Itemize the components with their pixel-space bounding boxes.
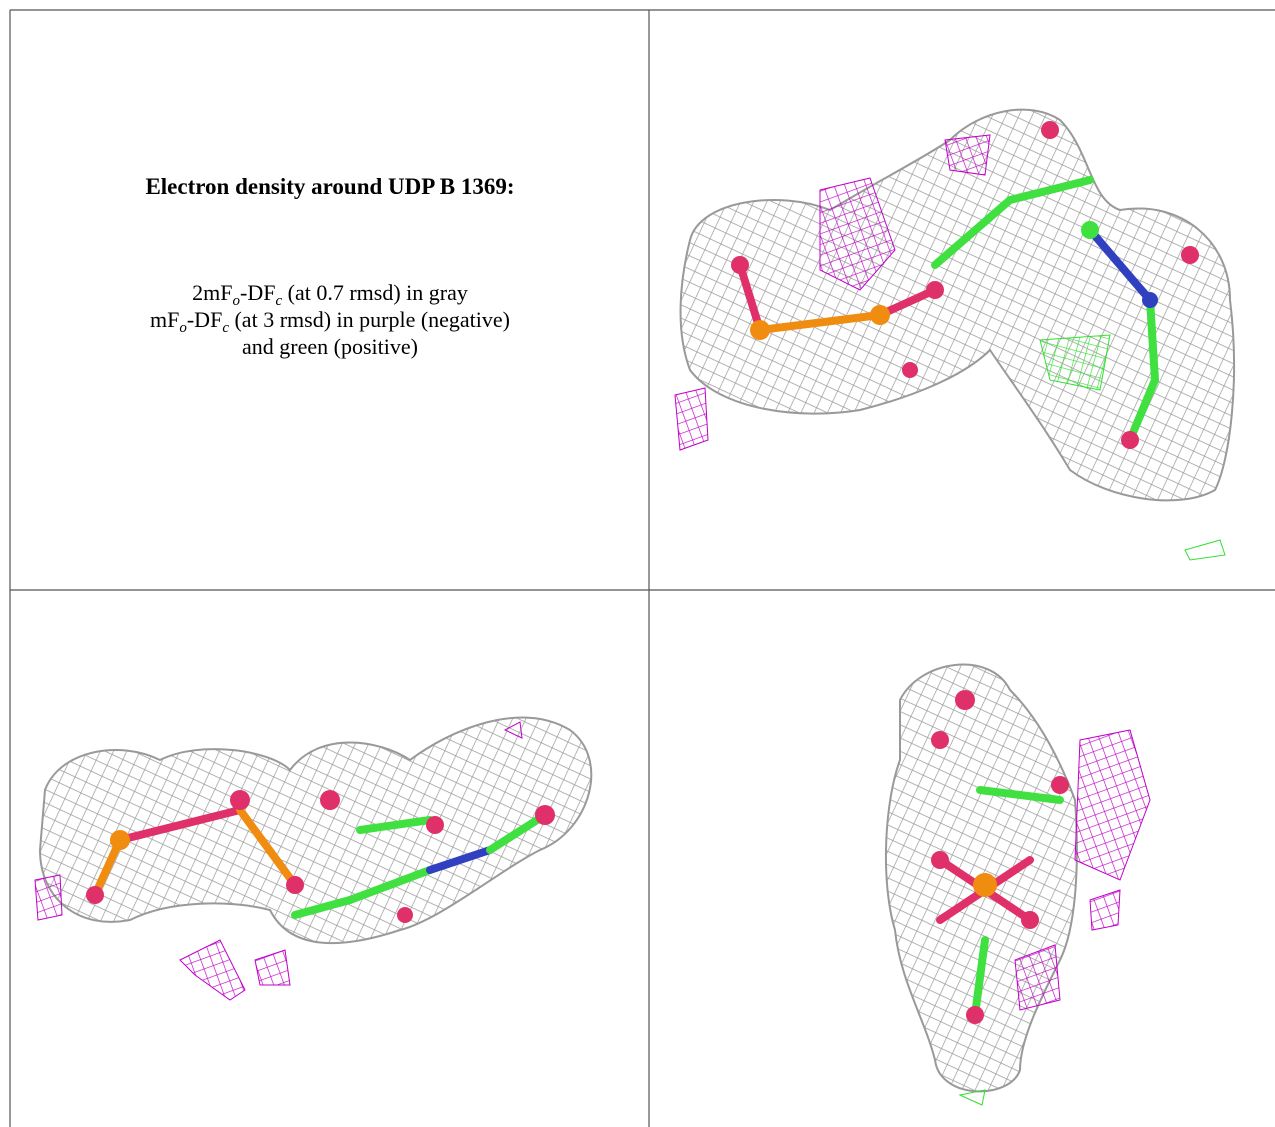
atom: [535, 805, 555, 825]
atom: [731, 256, 749, 274]
density-view: [34, 716, 593, 1001]
mesh-negative: [674, 387, 709, 451]
atoms: [86, 790, 555, 923]
model: [91, 806, 549, 919]
atom: [230, 790, 250, 810]
legend-title: Electron density around UDP B 1369:: [145, 174, 515, 199]
mesh-negative: [1074, 729, 1151, 881]
bond: [931, 196, 1014, 269]
text-run: and green (positive): [242, 334, 418, 359]
bond: [1126, 376, 1159, 444]
atom: [320, 790, 340, 810]
mesh-negative: [34, 874, 63, 921]
atom: [926, 281, 944, 299]
atom: [1021, 911, 1039, 929]
atom: [1142, 292, 1158, 308]
bond: [291, 896, 354, 919]
bond: [346, 866, 434, 904]
bond: [736, 261, 764, 334]
mesh-negative: [254, 949, 291, 986]
mesh-positive: [1039, 334, 1111, 391]
text-run: -DF: [186, 307, 223, 332]
bond: [426, 846, 494, 874]
atom: [86, 886, 104, 904]
mesh-positive: [1184, 539, 1226, 561]
atom: [902, 362, 918, 378]
atom: [955, 690, 975, 710]
mesh-negative: [179, 939, 246, 1001]
atom: [973, 873, 997, 897]
atom: [750, 320, 770, 340]
mesh-2fofc: [38, 716, 593, 945]
text-run: -DF: [240, 280, 276, 305]
bond: [116, 806, 244, 844]
bond: [1006, 176, 1094, 204]
atom: [110, 830, 130, 850]
atom: [1041, 121, 1059, 139]
atom: [966, 1006, 984, 1024]
subscript: c: [275, 293, 283, 309]
atom: [1051, 776, 1069, 794]
legend-line: 2mFo-DFc (at 0.7 rmsd) in gray: [10, 280, 650, 310]
subscript: o: [179, 320, 187, 336]
text-run: 2mF: [192, 280, 233, 305]
mesh-negative: [819, 177, 896, 291]
bond: [91, 836, 124, 899]
subscript: o: [232, 293, 241, 309]
atoms: [731, 121, 1199, 449]
bond: [236, 806, 299, 889]
atom: [397, 907, 413, 923]
atom: [1121, 431, 1139, 449]
bond: [876, 286, 939, 319]
mesh-negative: [1014, 944, 1061, 1011]
bond: [1146, 296, 1159, 384]
mesh-negative: [1089, 889, 1121, 931]
bond: [756, 311, 884, 334]
bond: [486, 811, 549, 854]
bond: [1086, 226, 1154, 304]
atom: [1081, 221, 1099, 239]
density-view: [674, 108, 1236, 561]
model: [736, 176, 1159, 444]
frame: [9, 9, 1275, 1127]
atom: [1181, 246, 1199, 264]
legend-line: mFo-DFc (at 3 rmsd) in purple (negative): [10, 307, 650, 337]
atom: [870, 305, 890, 325]
atom: [931, 731, 949, 749]
mesh-2fofc: [679, 108, 1236, 502]
legend-line: and green (positive): [10, 334, 650, 360]
subscript: c: [222, 320, 229, 336]
mesh-positive: [958, 1089, 986, 1106]
mesh-negative: [503, 721, 523, 739]
bond: [971, 936, 989, 1019]
atom: [931, 851, 949, 869]
text-run: (at 0.7 rmsd) in gray: [282, 280, 468, 305]
atom: [286, 876, 304, 894]
bond: [356, 816, 434, 834]
bond: [976, 786, 1064, 804]
text-run: (at 3 rmsd) in purple (negative): [228, 307, 510, 332]
density-view: [884, 663, 1151, 1106]
atom: [426, 816, 444, 834]
atoms: [931, 690, 1069, 1024]
text-run: mF: [150, 307, 180, 332]
mesh-negative: [944, 134, 991, 176]
